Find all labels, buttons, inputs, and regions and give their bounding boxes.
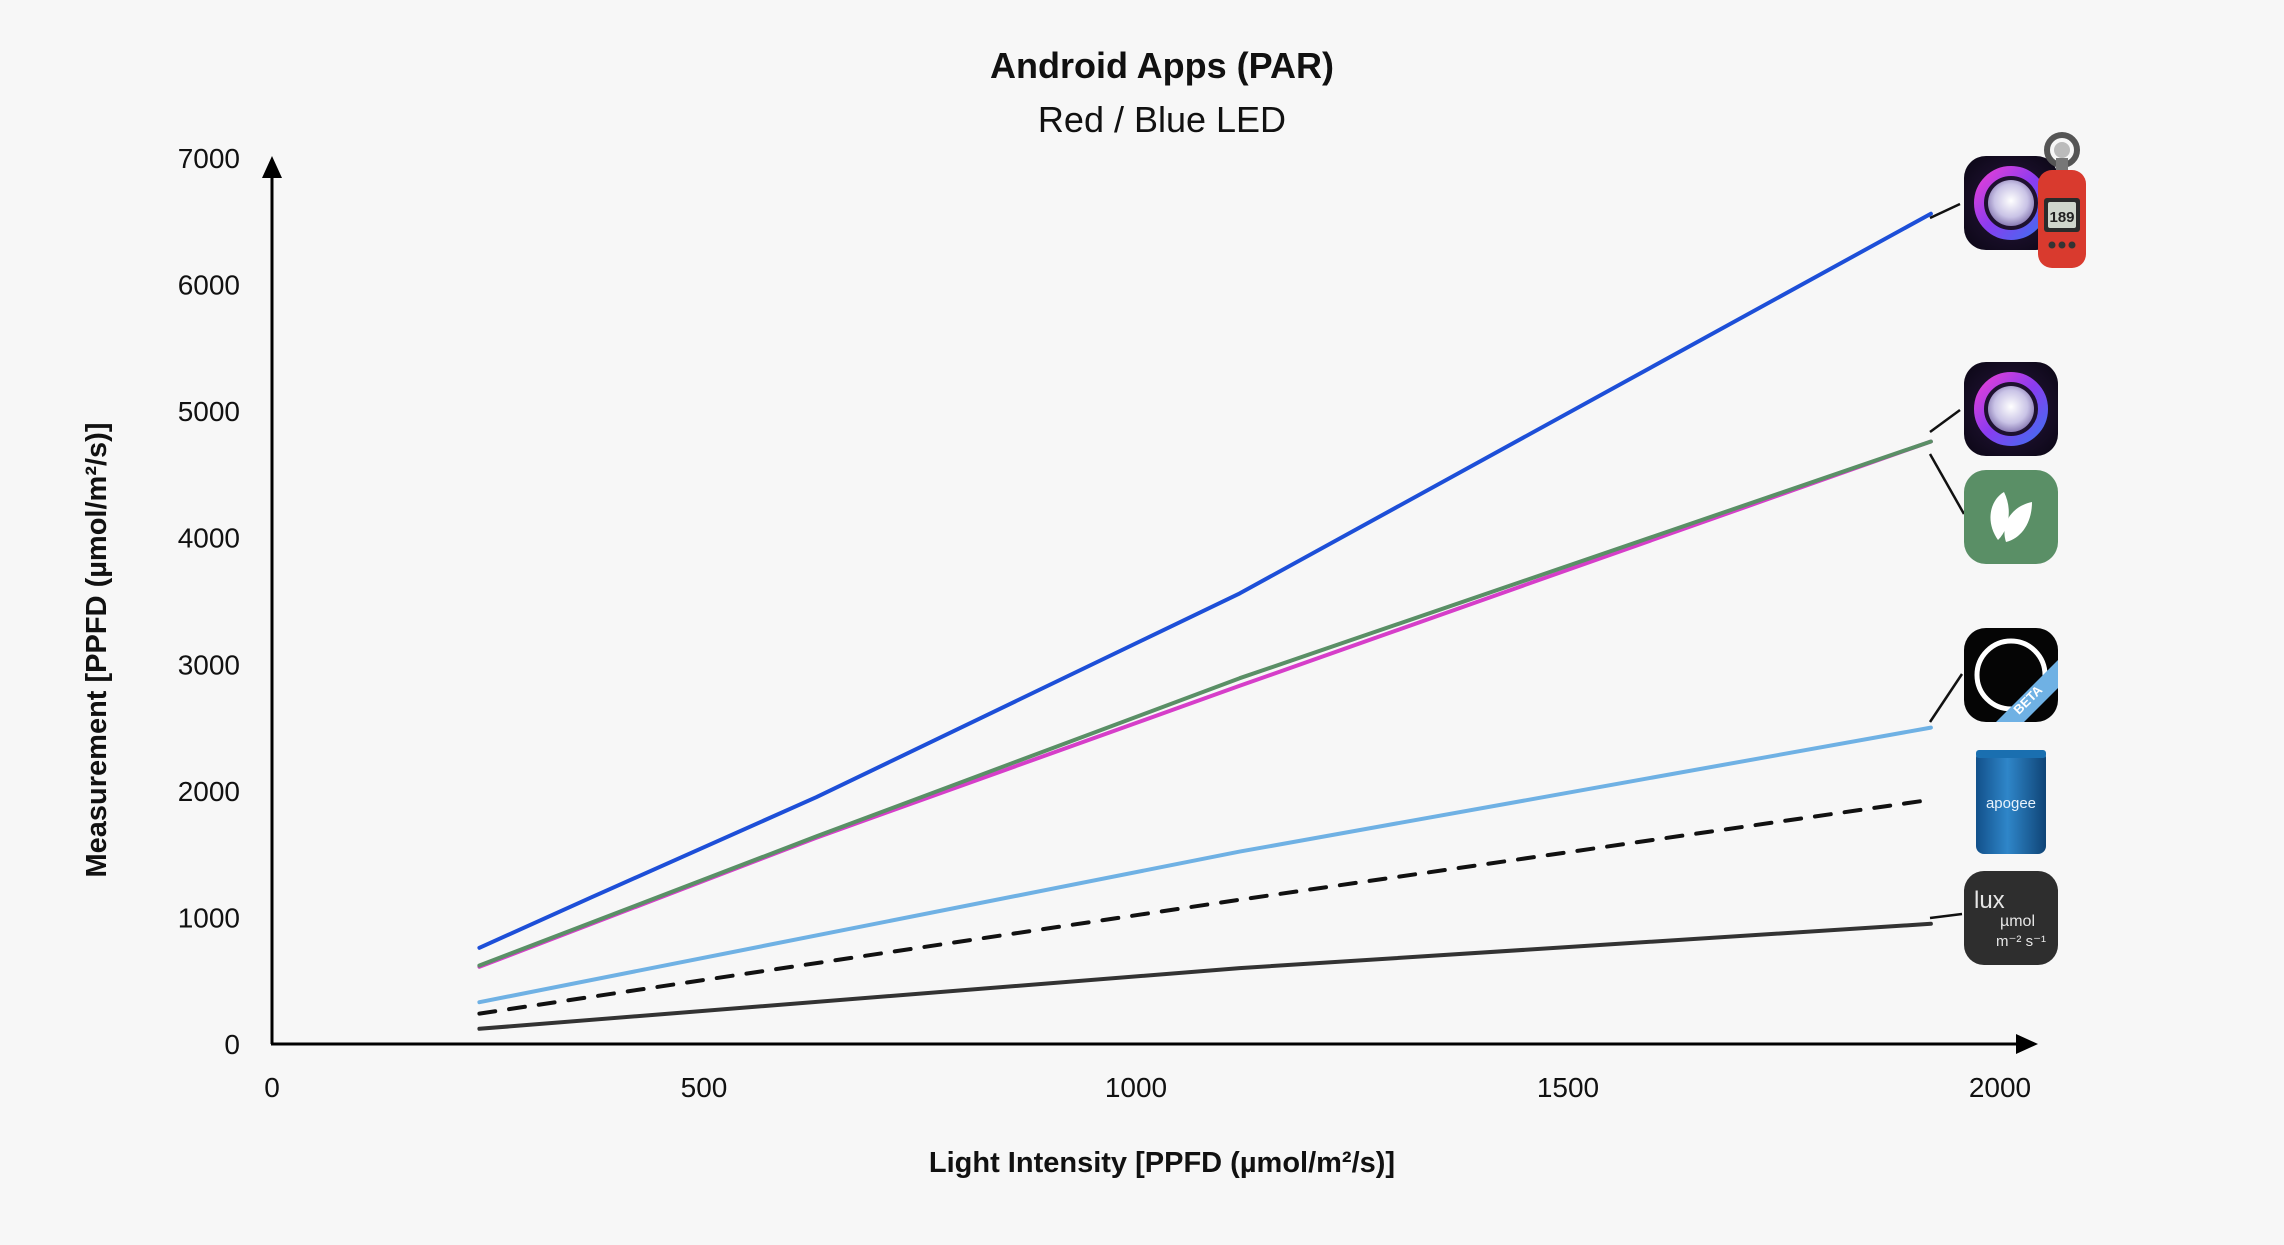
x-tick-label: 500 (681, 1072, 728, 1103)
umol-label: µmol (2000, 913, 2035, 930)
y-tick-label: 4000 (178, 523, 240, 554)
meter-display-value: 189 (2049, 209, 2074, 226)
series-line-leaf-app (477, 439, 1933, 968)
series-line-lens-app (477, 439, 1933, 969)
x-tick-labels: 0 500 1000 1500 2000 (264, 1072, 2031, 1103)
chart-title: Android Apps (PAR) (990, 45, 1334, 86)
umol-units-label: m⁻² s⁻¹ (1996, 933, 2046, 950)
light-meter-icon: 189 (2038, 132, 2086, 268)
lux-label: lux (1974, 887, 2005, 914)
icon-connectors (1928, 202, 1966, 920)
series-line-lux-umol-app (477, 921, 1933, 1031)
connector-leaf (1928, 453, 1966, 515)
connector-lens (1929, 408, 1961, 434)
lux-umol-app-icon: lux µmol m⁻² s⁻¹ (1964, 871, 2058, 965)
lens-app-icon (1964, 362, 2058, 456)
series-lines (477, 211, 1933, 1031)
apogee-label: apogee (1986, 795, 2036, 812)
y-tick-labels: 0 1000 2000 3000 4000 5000 6000 7000 (178, 143, 240, 1060)
beta-ring-app-icon: BETA (1964, 628, 2058, 722)
y-tick-label: 1000 (178, 902, 240, 933)
apogee-sensor-icon: apogee (1976, 750, 2046, 854)
series-line-lens-app-with-light-meter (477, 211, 1933, 950)
series-line-beta-ring-app (477, 725, 1933, 1005)
connector-lux (1929, 912, 1963, 920)
titles: Android Apps (PAR) Red / Blue LED (990, 45, 1334, 140)
lens-app-with-light-meter-icon: 189 (1964, 132, 2086, 268)
chart-subtitle: Red / Blue LED (1038, 99, 1286, 140)
y-axis-arrow (262, 156, 282, 178)
y-tick-label: 0 (224, 1029, 240, 1060)
connector-lens-meter (1929, 202, 1961, 220)
y-tick-label: 2000 (178, 776, 240, 807)
y-tick-label: 7000 (178, 143, 240, 174)
x-tick-label: 2000 (1969, 1072, 2031, 1103)
y-axis-label: Measurement [PPFD (µmol/m²/s)] (81, 423, 113, 878)
x-axis-arrow (2016, 1034, 2038, 1054)
x-tick-label: 1500 (1537, 1072, 1599, 1103)
leaf-app-icon (1964, 470, 2058, 564)
x-axis-label: Light Intensity [PPFD (µmol/m²/s)] (929, 1147, 1395, 1179)
y-tick-label: 3000 (178, 649, 240, 680)
axes (262, 156, 2038, 1054)
y-tick-label: 5000 (178, 396, 240, 427)
x-tick-label: 1000 (1105, 1072, 1167, 1103)
app-icons: 189 BETA apogee (1964, 132, 2086, 965)
connector-beta (1928, 673, 1964, 723)
series-line-apogee-sensor (477, 797, 1933, 1016)
y-tick-label: 6000 (178, 270, 240, 301)
x-tick-label: 0 (264, 1072, 280, 1103)
